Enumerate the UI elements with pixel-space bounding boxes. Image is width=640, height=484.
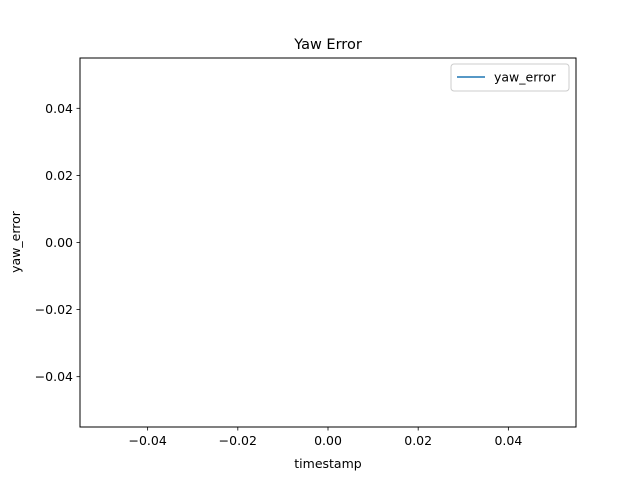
x-tick-label: −0.04 <box>128 433 166 448</box>
y-tick-label: −0.02 <box>35 302 73 317</box>
chart-title: Yaw Error <box>293 37 362 53</box>
x-tick-label: −0.02 <box>219 433 257 448</box>
plot-area <box>79 57 577 428</box>
legend-label: yaw_error <box>494 70 557 85</box>
x-axis-label: timestamp <box>294 456 361 471</box>
x-tick-label: 0.00 <box>314 433 342 448</box>
y-tick-label: 0.02 <box>45 168 73 183</box>
x-tick-label: 0.04 <box>494 433 522 448</box>
legend: yaw_error <box>450 63 570 92</box>
y-tick-label: 0.00 <box>45 235 73 250</box>
y-axis-label: yaw_error <box>8 210 23 273</box>
x-tick-label: 0.02 <box>404 433 432 448</box>
y-tick-label: −0.04 <box>35 369 73 384</box>
y-tick-label: 0.04 <box>45 101 73 116</box>
legend-box <box>450 63 570 92</box>
x-ticks: −0.04 −0.02 0.00 0.02 0.04 <box>128 427 522 448</box>
y-ticks: −0.04 −0.02 0.00 0.02 0.04 <box>35 101 80 384</box>
